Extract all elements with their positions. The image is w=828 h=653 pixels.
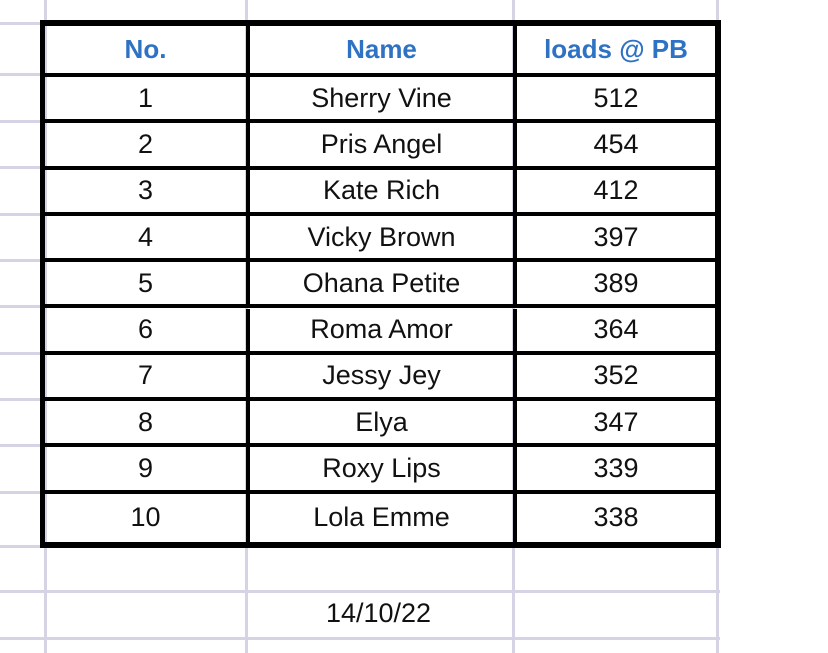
table-row: 2 Pris Angel 454 <box>45 123 715 170</box>
rank-cell[interactable]: 4 <box>45 215 250 259</box>
loads-cell[interactable]: 389 <box>593 267 639 298</box>
rank-cell[interactable]: 1 <box>45 77 250 120</box>
rank-cell[interactable]: 7 <box>45 354 250 398</box>
row-gridline <box>0 637 720 640</box>
header-name[interactable]: Name <box>250 26 517 73</box>
rank-cell[interactable]: 10 <box>45 493 250 542</box>
table-row: 3 Kate Rich 412 <box>45 169 715 216</box>
loads-cell[interactable]: 412 <box>593 175 639 206</box>
rank-cell[interactable]: 2 <box>45 123 250 166</box>
loads-cell[interactable]: 454 <box>593 128 639 159</box>
table-row: 5 Ohana Petite 389 <box>45 262 715 309</box>
table-row: 7 Jessy Jey 352 <box>45 354 715 402</box>
date-cell[interactable]: 14/10/22 <box>325 598 432 628</box>
rank-cell[interactable]: 6 <box>45 308 250 351</box>
loads-cell[interactable]: 347 <box>593 406 639 437</box>
rank-cell[interactable]: 9 <box>45 447 250 490</box>
ranking-table: No. Name loads @ PB 1 Sherry Vine 512 2 Pris… <box>40 20 721 548</box>
table-row: 4 Vicky Brown 397 <box>45 215 715 263</box>
name-cell[interactable]: Lola Emme <box>250 493 517 542</box>
name-cell[interactable]: Jessy Jey <box>250 354 517 398</box>
name-cell[interactable]: Roxy Lips <box>250 447 517 490</box>
loads-cell[interactable]: 339 <box>593 453 639 484</box>
name-cell[interactable]: Ohana Petite <box>250 262 517 305</box>
loads-cell[interactable]: 512 <box>593 82 639 113</box>
table-row: 1 Sherry Vine 512 <box>45 77 715 124</box>
header-no[interactable]: No. <box>45 26 250 73</box>
table-row: 8 Elya 347 <box>45 401 715 448</box>
loads-cell[interactable]: 352 <box>593 360 639 391</box>
rank-cell[interactable]: 3 <box>45 169 250 212</box>
name-cell[interactable]: Roma Amor <box>250 308 517 351</box>
loads-cell[interactable]: 397 <box>593 221 639 252</box>
loads-cell[interactable]: 364 <box>593 314 639 345</box>
name-cell[interactable]: Kate Rich <box>250 169 517 212</box>
header-row: No. Name loads @ PB <box>45 26 715 77</box>
table-row: 10 Lola Emme 338 <box>45 493 715 542</box>
column-gridline <box>44 0 47 653</box>
name-cell[interactable]: Sherry Vine <box>250 77 517 120</box>
rank-cell[interactable]: 5 <box>45 262 250 305</box>
name-cell[interactable]: Elya <box>250 401 517 444</box>
header-loads[interactable]: loads @ PB <box>544 34 688 64</box>
row-gridline <box>0 590 720 593</box>
name-cell[interactable]: Pris Angel <box>250 123 517 166</box>
table-row: 6 Roma Amor 364 <box>45 308 715 355</box>
table-row: 9 Roxy Lips 339 <box>45 447 715 494</box>
name-cell[interactable]: Vicky Brown <box>250 215 517 259</box>
rank-cell[interactable]: 8 <box>45 401 250 444</box>
loads-cell[interactable]: 338 <box>593 502 639 533</box>
